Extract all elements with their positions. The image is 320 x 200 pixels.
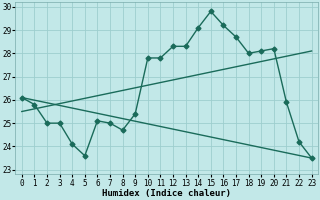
X-axis label: Humidex (Indice chaleur): Humidex (Indice chaleur): [102, 189, 231, 198]
